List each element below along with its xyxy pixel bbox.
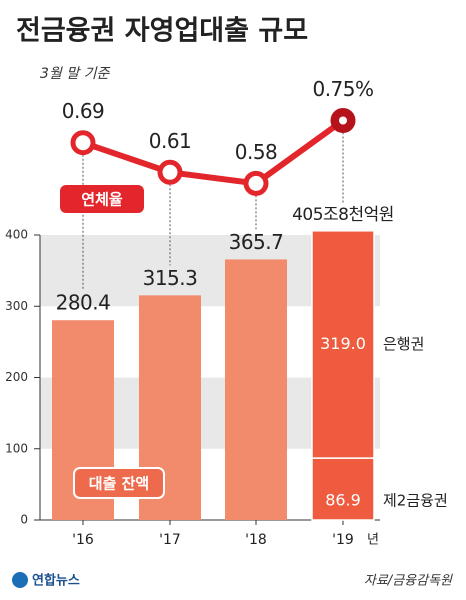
source: 자료/금융감독원	[364, 574, 453, 589]
logo-icon	[12, 572, 28, 588]
bar-value-label: 315.3	[143, 266, 198, 290]
y-tick-label: 100	[5, 441, 28, 455]
x-tick-label: '19	[332, 532, 354, 548]
rate-marker	[157, 159, 183, 185]
segment-label: 319.0	[320, 334, 366, 353]
y-tick-label: 0	[20, 513, 28, 527]
bar-segment	[311, 230, 375, 459]
segment-label: 86.9	[325, 491, 361, 510]
x-tick-label: '17	[159, 532, 181, 548]
badge	[73, 467, 165, 499]
x-tick-label: '18	[245, 532, 267, 548]
bar-value-label: 365.7	[229, 230, 284, 254]
legend-label: 은행권	[383, 335, 424, 353]
badge	[60, 185, 144, 213]
bar-value-label: 405조8천억원	[292, 205, 394, 225]
rate-label: 0.69	[62, 99, 105, 123]
badge-label: 연체율	[81, 191, 123, 209]
rate-marker-inner	[339, 116, 347, 125]
legend-label: 제2금융권	[383, 492, 448, 510]
x-tick-label: '16	[72, 532, 94, 548]
y-tick-label: 200	[5, 370, 28, 384]
badge-label: 대출 잔액	[89, 475, 149, 493]
subtitle: 3월 말 기준	[40, 66, 110, 82]
x-unit: 년	[367, 533, 379, 548]
bar-value-label: 280.4	[56, 291, 111, 315]
bar	[225, 259, 287, 520]
rate-marker	[243, 170, 269, 196]
rate-line	[82, 118, 345, 187]
rate-label: 0.75%	[312, 77, 373, 101]
y-tick-label: 300	[5, 299, 28, 313]
y-tick-label: 400	[5, 228, 28, 242]
logo: 연합뉴스	[12, 572, 80, 589]
logo-text: 연합뉴스	[32, 573, 80, 589]
rate-marker	[70, 130, 96, 156]
bar-segment	[311, 457, 375, 521]
rate-label: 0.61	[149, 129, 192, 153]
rate-label: 0.58	[235, 140, 278, 164]
chart-title: 전금융권 자영업대출 규모	[16, 16, 308, 47]
